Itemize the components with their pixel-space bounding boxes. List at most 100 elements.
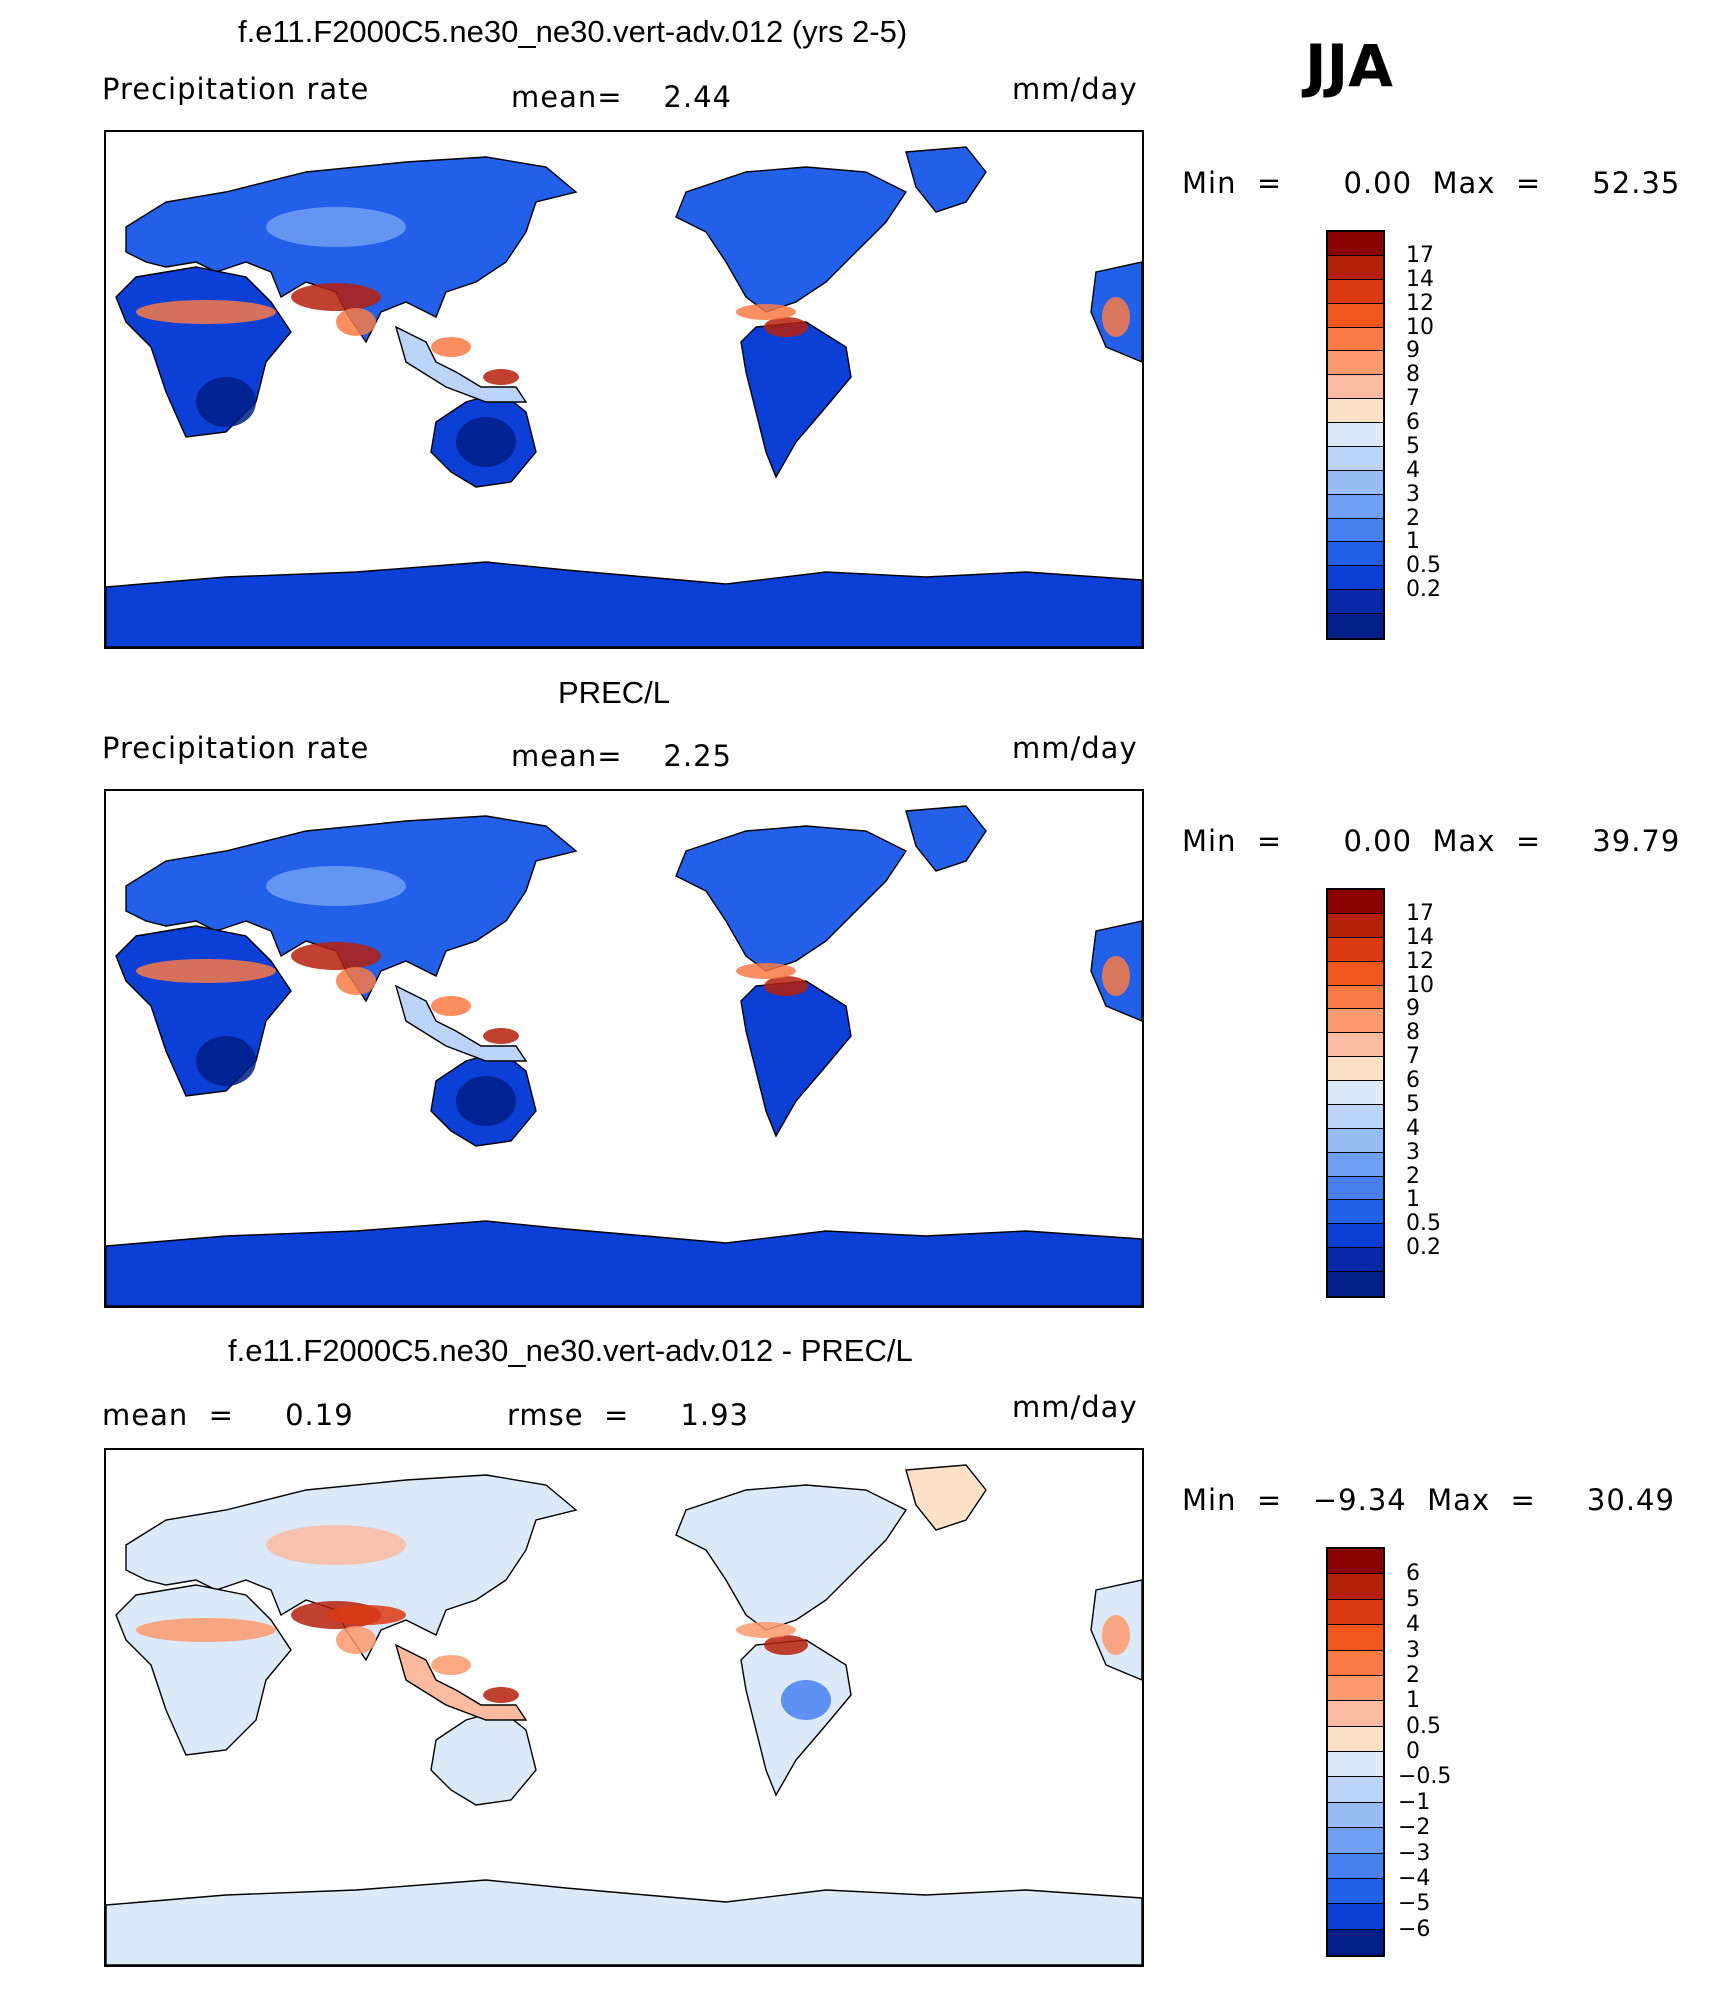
bay-of-bengal-rain [336, 1626, 376, 1654]
panel-2-map [104, 789, 1144, 1308]
bay-of-bengal-rain [336, 308, 376, 336]
colorbar-tick-label: 14 [1406, 266, 1434, 292]
eurasia-region [125, 815, 578, 1003]
colorbar-tick-label: 4 [1406, 1612, 1420, 1638]
west-europe-rain [1102, 297, 1130, 337]
panel-3-units: mm/day [1012, 1390, 1138, 1424]
southern-africa-dry [196, 377, 256, 427]
colorbar-tick-label: 2 [1406, 1163, 1420, 1189]
colorbar-swatch [1328, 1200, 1383, 1225]
colorbar-swatch [1328, 1802, 1383, 1829]
colorbar-tick-label: −4 [1398, 1865, 1431, 1891]
colorbar-swatch [1328, 232, 1383, 256]
panel-3-map-svg [106, 1464, 1142, 1965]
colorbar-tick-label: 14 [1406, 924, 1434, 950]
panel-2-colorbar [1326, 888, 1385, 1298]
panel-1-map-svg [106, 146, 1142, 647]
colorbar-swatch [1328, 255, 1383, 280]
colorbar-tick-label: 9 [1406, 996, 1420, 1022]
colorbar-swatch [1328, 494, 1383, 519]
greenland-region [905, 805, 987, 872]
colorbar-swatch [1328, 542, 1383, 567]
sahel-rain-band [136, 300, 276, 324]
panel-1-title: f.e11.F2000C5.ne30_ne30.vert-adv.012 (yr… [238, 14, 908, 49]
greenland-region [905, 146, 987, 213]
colorbar-swatch [1328, 518, 1383, 543]
sahel-rain-band [136, 959, 276, 983]
colorbar-tick-label: 0.5 [1406, 1211, 1441, 1237]
colorbar-tick-label: 17 [1406, 242, 1434, 268]
colorbar-tick-label: 3 [1406, 1637, 1420, 1663]
antarctica-region [106, 1879, 1142, 1965]
panel-3-map [104, 1448, 1144, 1967]
colorbar-tick-label: 17 [1406, 900, 1434, 926]
eurasia-region [125, 156, 578, 344]
west-europe-rain [1102, 1615, 1130, 1655]
colorbar-swatch [1328, 566, 1383, 591]
colorbar-swatch [1328, 1104, 1383, 1129]
colorbar-swatch [1328, 1057, 1383, 1081]
colorbar-swatch [1328, 279, 1383, 304]
colorbar-tick-label: 5 [1406, 1586, 1420, 1612]
panel-2-min-max: Min = 0.00 Max = 39.79 [1182, 824, 1681, 858]
south-america-region [740, 321, 852, 479]
central-america-rain [764, 976, 808, 996]
colorbar-tick-label: 0 [1406, 1739, 1420, 1764]
colorbar-tick-label: 10 [1406, 972, 1434, 998]
colorbar-swatch [1328, 351, 1383, 376]
panel-1-map [104, 130, 1144, 649]
amazon-negative-bias [781, 1680, 831, 1720]
colorbar-tick-label: 3 [1406, 1139, 1420, 1165]
panel-2-mean: mean= 2.25 [511, 739, 732, 773]
colorbar-tick-label: 7 [1406, 1044, 1420, 1070]
panel-3-rmse: rmse = 1.93 [507, 1398, 750, 1432]
colorbar-tick-label: 1 [1406, 1688, 1420, 1714]
colorbar-swatch [1328, 1675, 1383, 1702]
panel-1-variable-label: Precipitation rate [102, 72, 370, 106]
colorbar-swatch [1328, 1081, 1383, 1105]
colorbar-swatch [1328, 1549, 1383, 1575]
panel-2-map-svg [106, 805, 1142, 1306]
colorbar-swatch [1328, 1152, 1383, 1177]
colorbar-tick-label: 5 [1406, 433, 1420, 459]
new-guinea-rain [483, 1028, 519, 1044]
north-america-region [675, 166, 908, 313]
central-america-rain [764, 1635, 808, 1655]
australia-dry [456, 1076, 516, 1126]
colorbar-swatch [1328, 1878, 1383, 1905]
colorbar-swatch [1328, 399, 1383, 423]
panel-1-mean: mean= 2.44 [511, 80, 732, 114]
colorbar-swatch [1328, 1224, 1383, 1249]
colorbar-tick-label: 12 [1406, 948, 1434, 974]
panel-1-colorbar [1326, 230, 1385, 640]
colorbar-swatch [1328, 1574, 1383, 1600]
south-asian-monsoon [291, 942, 381, 970]
colorbar-tick-label: 2 [1406, 505, 1420, 531]
colorbar-swatch [1328, 1752, 1383, 1778]
west-europe-rain [1102, 956, 1130, 996]
colorbar-tick-label: 0.5 [1406, 553, 1441, 579]
colorbar-tick-label: −2 [1398, 1815, 1431, 1841]
colorbar-tick-label: −1 [1398, 1789, 1431, 1815]
colorbar-swatch [1328, 327, 1383, 352]
colorbar-swatch [1328, 1904, 1383, 1930]
colorbar-swatch [1328, 470, 1383, 495]
colorbar-swatch [1328, 1777, 1383, 1803]
south-asian-monsoon [291, 283, 381, 311]
colorbar-swatch [1328, 590, 1383, 614]
australia-dry [456, 417, 516, 467]
central-america-rain [764, 317, 808, 337]
colorbar-swatch [1328, 890, 1383, 914]
colorbar-swatch [1328, 614, 1383, 638]
colorbar-swatch [1328, 1599, 1383, 1626]
colorbar-swatch [1328, 1128, 1383, 1153]
southern-africa-dry [196, 1036, 256, 1086]
colorbar-swatch [1328, 1248, 1383, 1272]
colorbar-tick-label: 6 [1406, 1561, 1420, 1587]
colorbar-swatch [1328, 913, 1383, 938]
colorbar-tick-label: 5 [1406, 1091, 1420, 1117]
colorbar-tick-label: 8 [1406, 362, 1420, 388]
colorbar-swatch [1328, 985, 1383, 1010]
colorbar-swatch [1328, 303, 1383, 328]
colorbar-tick-label: 4 [1406, 457, 1420, 483]
